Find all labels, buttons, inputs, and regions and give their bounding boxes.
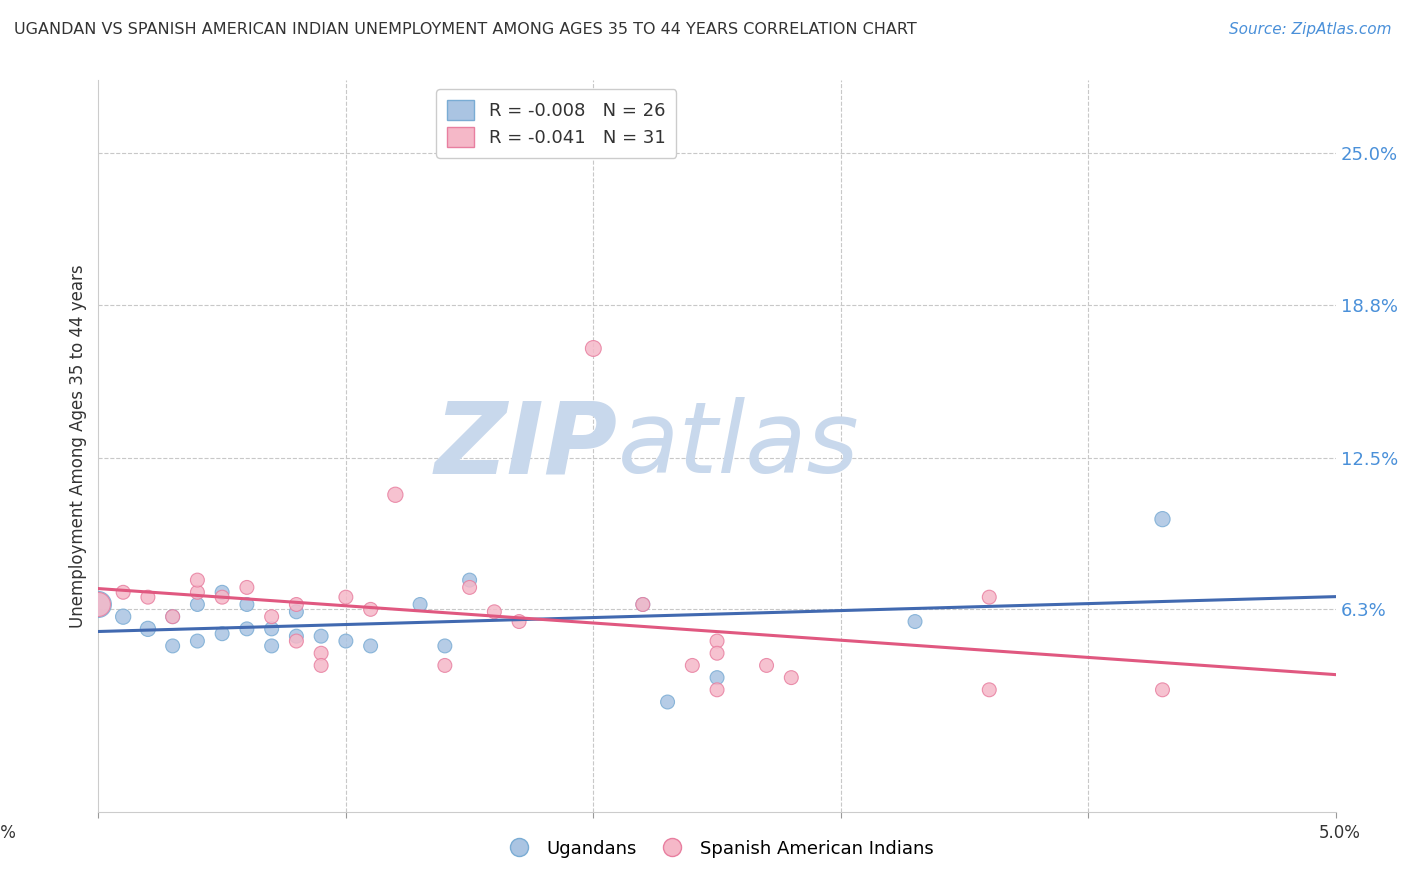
Point (136, 590, 159, 604)
Point (285, 629, 308, 643)
Point (1152, 512, 1174, 526)
Point (631, 598, 654, 612)
Point (755, 658, 778, 673)
Point (186, 573, 208, 587)
Legend: Ugandans, Spanish American Indians: Ugandans, Spanish American Indians (494, 832, 941, 865)
Point (657, 695, 679, 709)
Point (87, 598, 110, 612)
Point (260, 622, 283, 636)
Point (484, 605, 506, 619)
Point (409, 598, 432, 612)
Point (433, 658, 456, 673)
Point (508, 615, 530, 629)
Point (335, 590, 357, 604)
Point (87, 598, 110, 612)
Point (309, 658, 332, 673)
Point (706, 646, 728, 660)
Point (360, 602, 382, 616)
Point (582, 342, 605, 356)
Point (309, 629, 332, 643)
Point (631, 598, 654, 612)
Y-axis label: Unemployment Among Ages 35 to 44 years: Unemployment Among Ages 35 to 44 years (69, 264, 87, 628)
Point (458, 581, 481, 595)
Point (384, 488, 406, 502)
Point (309, 646, 332, 660)
Point (211, 626, 233, 640)
Point (236, 598, 259, 612)
Point (285, 598, 308, 612)
Point (706, 671, 728, 685)
Point (162, 609, 184, 624)
Text: UGANDAN VS SPANISH AMERICAN INDIAN UNEMPLOYMENT AMONG AGES 35 TO 44 YEARS CORREL: UGANDAN VS SPANISH AMERICAN INDIAN UNEMP… (14, 22, 917, 37)
Point (904, 615, 927, 629)
Point (285, 634, 308, 648)
Text: 0.0%: 0.0% (0, 824, 17, 842)
Text: 5.0%: 5.0% (1319, 824, 1361, 842)
Point (1152, 682, 1174, 697)
Point (186, 634, 208, 648)
Text: Source: ZipAtlas.com: Source: ZipAtlas.com (1229, 22, 1392, 37)
Point (186, 598, 208, 612)
Point (260, 609, 283, 624)
Text: ZIP: ZIP (434, 398, 619, 494)
Point (706, 634, 728, 648)
Point (186, 585, 208, 599)
Point (360, 639, 382, 653)
Point (285, 605, 308, 619)
Point (112, 585, 135, 599)
Point (681, 658, 703, 673)
Point (979, 682, 1001, 697)
Point (979, 590, 1001, 604)
Point (236, 581, 259, 595)
Text: atlas: atlas (619, 398, 859, 494)
Point (211, 585, 233, 599)
Point (260, 639, 283, 653)
Point (112, 609, 135, 624)
Point (433, 639, 456, 653)
Point (211, 590, 233, 604)
Point (236, 622, 259, 636)
Point (162, 639, 184, 653)
Point (706, 682, 728, 697)
Point (335, 634, 357, 648)
Point (162, 609, 184, 624)
Point (780, 671, 803, 685)
Point (136, 622, 159, 636)
Point (458, 573, 481, 587)
